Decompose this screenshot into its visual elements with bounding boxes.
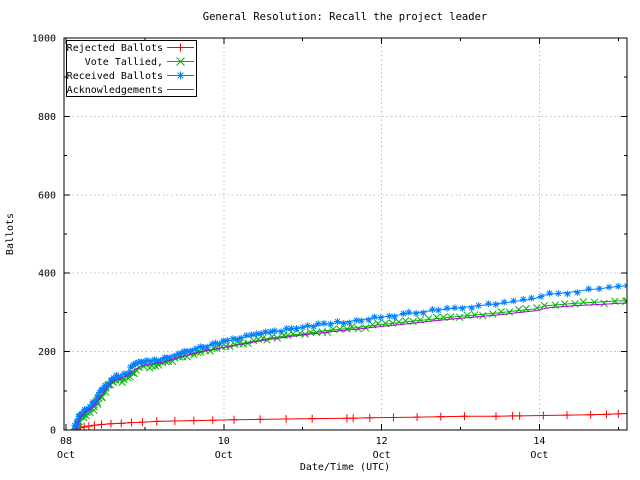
y-tick-label: 600 bbox=[38, 190, 56, 201]
x-tick-label-day: 12 bbox=[376, 436, 388, 447]
y-tick-label: 400 bbox=[38, 269, 56, 280]
x-tick-label-day: 08 bbox=[60, 436, 72, 447]
legend-box bbox=[66, 40, 197, 97]
legend-item-received-ballots: Received Ballots bbox=[67, 71, 194, 82]
series-vote-tallied bbox=[71, 296, 627, 430]
series-line-received-ballots bbox=[74, 285, 627, 430]
x-axis-label: Date/Time (UTC) bbox=[300, 462, 390, 473]
legend-label-vote-tallied: Vote Tallied, bbox=[85, 57, 163, 68]
axes-frame-layer: 0 200 400 600 800 1000 08 Oct 10 Oct 12 Oct 14 Oct bbox=[32, 34, 628, 461]
legend-sample-marker-vote-tallied bbox=[176, 57, 185, 66]
legend-sample-marker-received-ballots bbox=[176, 71, 185, 80]
x-tick-label-month: Oct bbox=[530, 450, 548, 461]
legend-label-rejected-ballots: Rejected Ballots bbox=[67, 43, 163, 54]
x-tick-label-month: Oct bbox=[57, 450, 75, 461]
legend-label-acknowledgements: Acknowledgements bbox=[67, 85, 163, 96]
series-rejected-ballots bbox=[70, 409, 627, 430]
legend-item-vote-tallied: Vote Tallied, bbox=[85, 57, 194, 68]
legend-item-acknowledgements: Acknowledgements bbox=[67, 85, 194, 96]
y-tick-label: 800 bbox=[38, 112, 56, 123]
series-acknowledgements bbox=[75, 302, 627, 430]
chart-title: General Resolution: Recall the project l… bbox=[203, 11, 487, 23]
x-tick-label-month: Oct bbox=[215, 450, 233, 461]
legend-label-received-ballots: Received Ballots bbox=[67, 71, 163, 82]
series-markers-rejected-ballots bbox=[70, 409, 627, 430]
y-axis-label: Ballots bbox=[5, 213, 16, 255]
legend: Rejected Ballots Vote Tallied, Received Ba… bbox=[66, 40, 197, 97]
y-tick-label: 200 bbox=[38, 347, 56, 358]
x-tick-label-day: 14 bbox=[533, 436, 545, 447]
series-line-acknowledgements bbox=[75, 302, 627, 430]
series-markers-received-ballots bbox=[71, 282, 627, 430]
y-tick-label: 1000 bbox=[32, 34, 56, 45]
x-tick-label-month: Oct bbox=[373, 450, 391, 461]
grid-layer bbox=[64, 38, 627, 430]
legend-sample-marker-rejected-ballots bbox=[176, 43, 185, 52]
x-tick-label-day: 10 bbox=[218, 436, 230, 447]
y-tick-label: 0 bbox=[50, 426, 56, 437]
legend-item-rejected-ballots: Rejected Ballots bbox=[67, 43, 194, 54]
series-markers-vote-tallied bbox=[71, 296, 627, 430]
series-layer bbox=[70, 282, 627, 430]
series-received-ballots bbox=[71, 282, 627, 430]
